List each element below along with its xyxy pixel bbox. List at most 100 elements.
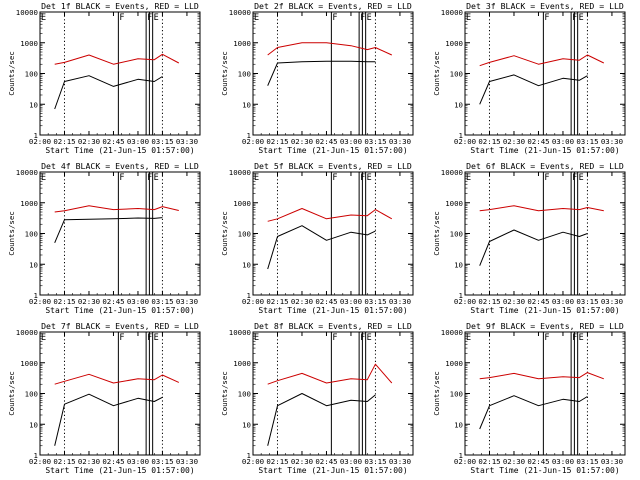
x-tick-label: 03:00 [340, 297, 362, 306]
y-tick-label: 100 [238, 390, 251, 399]
series-events-line [54, 75, 163, 110]
x-axis-label: Start Time (21-Jun-15 01:57:00) [258, 306, 407, 315]
x-tick-label: 02:00 [454, 297, 476, 306]
x-tick-label: 02:45 [102, 457, 124, 466]
annotation-letter: F [147, 13, 152, 23]
y-axis-label: Counts/sec [220, 51, 229, 96]
series-events-line [54, 217, 163, 243]
series-events-line [479, 229, 588, 266]
x-tick-label: 03:30 [601, 297, 623, 306]
annotation-letter: E [254, 173, 259, 183]
y-tick-label: 10000 [16, 8, 38, 17]
annotation-letter: E [367, 13, 372, 23]
x-tick-label: 03:00 [552, 297, 574, 306]
y-tick-label: 1000 [233, 199, 251, 208]
x-tick-label: 02:00 [454, 137, 476, 146]
y-tick-label: 10000 [441, 168, 463, 177]
series-lld-line [479, 54, 605, 67]
annotation-letter: E [466, 173, 471, 183]
y-axis-label: Counts/sec [7, 211, 16, 256]
x-tick-label: 03:15 [364, 457, 386, 466]
y-tick-label: 10 [242, 100, 251, 109]
x-tick-label: 03:15 [364, 297, 386, 306]
x-tick-label: 03:15 [151, 297, 173, 306]
annotation-letter: E [466, 333, 471, 343]
x-tick-label: 02:45 [315, 297, 337, 306]
x-tick-label: 02:15 [478, 137, 500, 146]
y-tick-label: 10 [242, 260, 251, 269]
x-tick-label: 03:30 [389, 457, 411, 466]
annotation-letter: E [579, 173, 584, 183]
y-axis-label: Counts/sec [432, 371, 441, 416]
y-tick-label: 1 [34, 131, 38, 140]
x-tick-label: 02:30 [503, 457, 525, 466]
x-tick-label: 03:15 [364, 137, 386, 146]
x-tick-label: 03:00 [340, 137, 362, 146]
x-tick-label: 03:15 [576, 297, 598, 306]
series-lld-line [479, 372, 604, 380]
x-tick-label: 03:30 [176, 457, 198, 466]
x-axis-label: Start Time (21-Jun-15 01:57:00) [45, 306, 194, 315]
y-tick-label: 1 [459, 291, 463, 300]
x-tick-label: 02:15 [478, 297, 500, 306]
x-tick-label: 02:45 [527, 137, 549, 146]
x-tick-label: 02:00 [454, 457, 476, 466]
y-axis-label: Counts/sec [220, 211, 229, 256]
annotation-letter: E [579, 333, 584, 343]
series-lld-line [54, 53, 180, 65]
x-tick-label: 02:45 [315, 137, 337, 146]
panel-title: Det 7f BLACK = Events, RED = LLD [41, 321, 199, 331]
y-tick-label: 10000 [441, 328, 463, 337]
panel-det-2: Det 2f BLACK = Events, RED = LLD 02:00 02:… [220, 1, 414, 155]
y-tick-label: 100 [238, 230, 251, 239]
x-tick-label: 02:45 [527, 297, 549, 306]
x-tick-label: 03:30 [389, 297, 411, 306]
panel-title: Det 5f BLACK = Events, RED = LLD [254, 161, 412, 171]
y-tick-label: 10 [454, 260, 463, 269]
y-tick-label: 1 [247, 451, 251, 460]
y-axis-label: Counts/sec [432, 211, 441, 256]
x-tick-label: 03:30 [601, 457, 623, 466]
series-lld-line [267, 42, 393, 56]
series-lld-line [479, 205, 604, 212]
annotation-letter: E [466, 13, 471, 23]
x-tick-label: 03:00 [127, 297, 149, 306]
series-events-line [54, 393, 163, 446]
y-axis-label: Counts/sec [220, 371, 229, 416]
x-axis-label: Start Time (21-Jun-15 01:57:00) [45, 466, 194, 475]
annotation-letter: E [154, 13, 159, 23]
x-tick-label: 02:00 [29, 457, 51, 466]
y-tick-label: 1000 [445, 39, 463, 48]
y-tick-label: 1000 [20, 199, 38, 208]
annotation-letter: F [332, 173, 337, 183]
x-tick-label: 02:15 [53, 297, 75, 306]
y-tick-label: 10 [454, 420, 463, 429]
series-events-line [479, 74, 588, 105]
y-tick-label: 1000 [20, 39, 38, 48]
x-tick-label: 02:00 [242, 137, 264, 146]
y-tick-label: 100 [450, 230, 463, 239]
annotation-letter: F [544, 333, 549, 343]
y-tick-label: 100 [450, 390, 463, 399]
panel-title: Det 2f BLACK = Events, RED = LLD [254, 1, 412, 11]
panel-title: Det 4f BLACK = Events, RED = LLD [41, 161, 199, 171]
series-events-line [267, 393, 376, 446]
x-tick-label: 03:00 [340, 457, 362, 466]
x-tick-label: 02:00 [29, 137, 51, 146]
y-tick-label: 10000 [16, 328, 38, 337]
annotation-letter: F [119, 173, 124, 183]
annotation-letter: E [41, 333, 46, 343]
y-tick-label: 10 [29, 260, 38, 269]
x-axis-label: Start Time (21-Jun-15 01:57:00) [470, 146, 619, 155]
annotation-letter: F [332, 13, 337, 23]
annotation-letter: E [367, 173, 372, 183]
y-tick-label: 10000 [229, 328, 251, 337]
panel-title: Det 6f BLACK = Events, RED = LLD [466, 161, 624, 171]
x-tick-label: 02:15 [53, 457, 75, 466]
x-tick-label: 03:15 [576, 457, 598, 466]
